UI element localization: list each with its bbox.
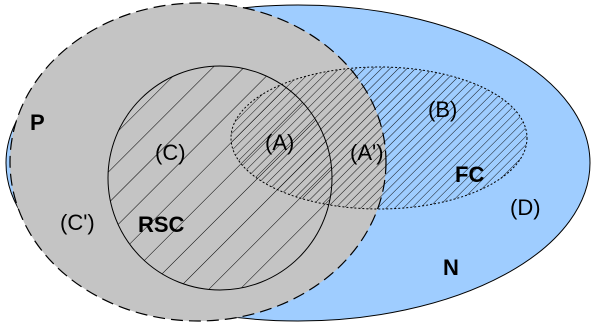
region-a-prime-label: (A') — [350, 140, 384, 165]
set-fc-ellipse — [230, 66, 528, 210]
set-rsc-label: RSC — [138, 212, 185, 237]
region-b-label: (B) — [428, 97, 457, 122]
region-c-label: (C) — [155, 140, 186, 165]
region-d-label: (D) — [510, 195, 541, 220]
set-n-label: N — [443, 255, 459, 280]
set-p-label: P — [30, 110, 45, 135]
region-c-prime-label: (C') — [60, 210, 95, 235]
set-fc-label: FC — [455, 162, 484, 187]
region-a-label: (A) — [265, 130, 294, 155]
